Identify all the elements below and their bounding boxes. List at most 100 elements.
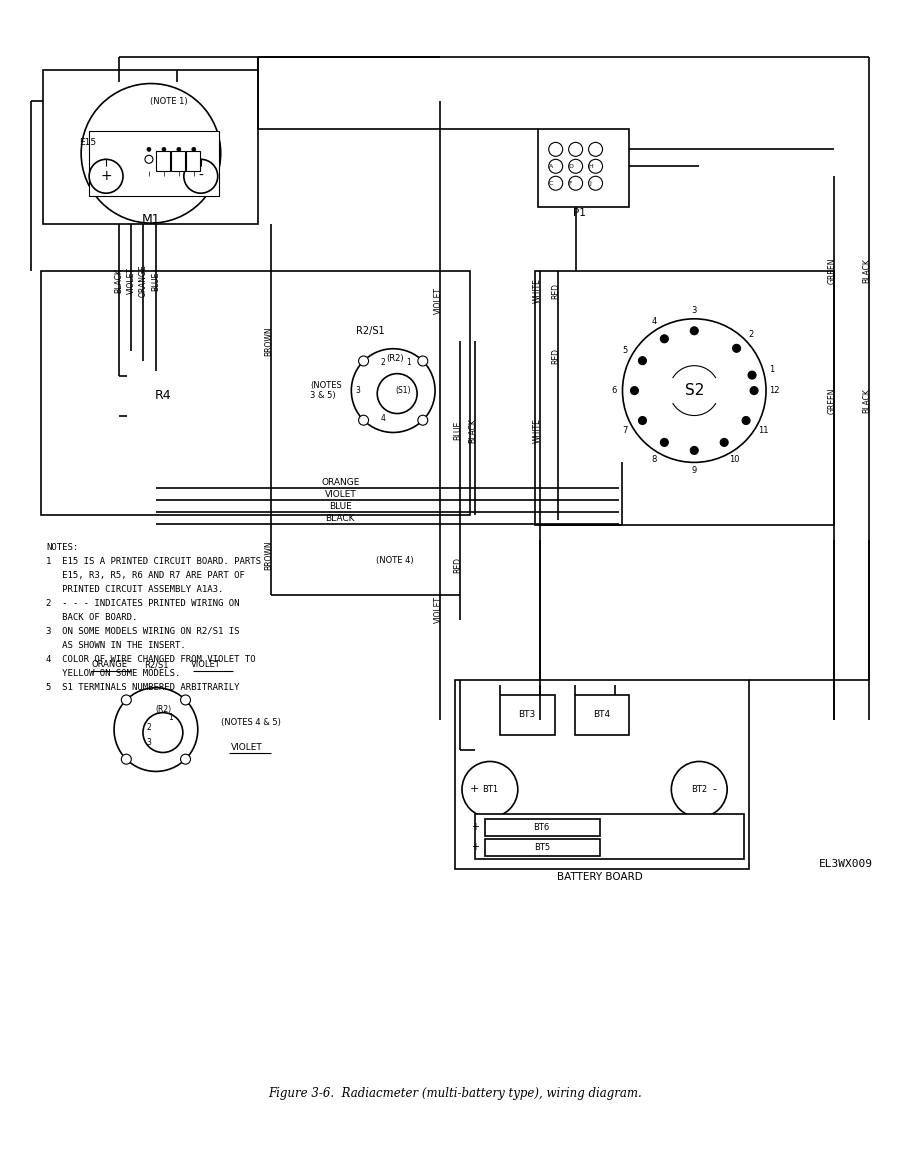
Text: VIOLET: VIOLET (230, 743, 262, 752)
Bar (537, 129, 630, 207)
Circle shape (589, 142, 602, 156)
Circle shape (359, 415, 369, 425)
Text: PRINTED CIRCUIT ASSEMBLY A1A3.: PRINTED CIRCUIT ASSEMBLY A1A3. (46, 585, 223, 595)
Text: RED: RED (551, 348, 560, 364)
Text: 4: 4 (651, 317, 657, 325)
Text: BLUE: BLUE (454, 421, 463, 441)
Text: BT3: BT3 (518, 710, 536, 719)
Text: BLACK: BLACK (862, 388, 871, 412)
Bar (500, 694, 555, 734)
Text: BLACK: BLACK (325, 513, 355, 523)
Text: F: F (568, 181, 572, 186)
Text: BACK OF BOARD.: BACK OF BOARD. (46, 613, 138, 622)
Text: 4  COLOR OF WIRE CHANGED FROM VIOLET TO: 4 COLOR OF WIRE CHANGED FROM VIOLET TO (46, 654, 256, 664)
Text: 1: 1 (169, 713, 173, 723)
Text: BT2: BT2 (691, 785, 707, 794)
Text: 3: 3 (147, 738, 151, 747)
Text: EL3WX009: EL3WX009 (819, 859, 873, 870)
Text: 2: 2 (147, 723, 151, 732)
Text: 3  ON SOME MODELS WIRING ON R2/S1 IS: 3 ON SOME MODELS WIRING ON R2/S1 IS (46, 627, 240, 636)
Text: Figure 3-6.  Radiacmeter (multi-battery type), wiring diagram.: Figure 3-6. Radiacmeter (multi-battery t… (268, 1087, 642, 1100)
Text: J: J (589, 181, 591, 186)
Text: 3: 3 (356, 387, 361, 395)
Bar (535, 271, 834, 525)
Circle shape (671, 761, 727, 818)
Circle shape (359, 356, 369, 365)
Text: VIOLET: VIOLET (191, 660, 220, 670)
Text: RED: RED (454, 557, 463, 573)
Circle shape (691, 446, 698, 455)
Text: S2: S2 (684, 383, 704, 398)
Text: BATTERY BOARD: BATTERY BOARD (557, 872, 642, 882)
Text: +: + (471, 842, 479, 852)
Text: (NOTES
3 & 5): (NOTES 3 & 5) (311, 381, 343, 401)
Text: ORANGE: ORANGE (322, 478, 360, 486)
Circle shape (548, 142, 563, 156)
Text: (NOTE 1): (NOTE 1) (150, 98, 188, 106)
Circle shape (145, 155, 153, 163)
Text: YELLOW ON SOME MODELS.: YELLOW ON SOME MODELS. (46, 669, 180, 678)
Text: H: H (589, 163, 593, 169)
Bar (485, 819, 599, 837)
Text: 1  E15 IS A PRINTED CIRCUIT BOARD. PARTS: 1 E15 IS A PRINTED CIRCUIT BOARD. PARTS (46, 557, 261, 566)
Text: 1: 1 (405, 358, 411, 368)
Text: (NOTE 4): (NOTE 4) (376, 556, 414, 564)
Text: 5  S1 TERMINALS NUMBERED ARBITRARILY: 5 S1 TERMINALS NUMBERED ARBITRARILY (46, 683, 240, 692)
Text: 11: 11 (758, 427, 769, 435)
Circle shape (377, 374, 417, 414)
Text: NOTES:: NOTES: (46, 543, 78, 552)
Circle shape (462, 761, 517, 818)
Circle shape (691, 327, 698, 335)
Circle shape (180, 754, 190, 764)
Text: BT5: BT5 (534, 842, 550, 852)
Text: 9: 9 (691, 465, 697, 475)
Text: 10: 10 (729, 455, 740, 464)
Text: RED: RED (551, 283, 560, 298)
Circle shape (589, 160, 602, 173)
Circle shape (622, 318, 766, 463)
Text: +: + (100, 169, 112, 183)
Circle shape (127, 410, 137, 421)
Circle shape (125, 357, 200, 434)
Circle shape (180, 694, 190, 705)
Circle shape (568, 142, 583, 156)
Circle shape (158, 429, 168, 438)
Text: -: - (712, 785, 716, 794)
Circle shape (748, 371, 756, 380)
Circle shape (352, 349, 435, 432)
Text: 7: 7 (622, 427, 628, 435)
Text: R4: R4 (155, 389, 171, 402)
Circle shape (177, 147, 181, 152)
Text: BLACK: BLACK (862, 258, 871, 283)
Circle shape (548, 176, 563, 190)
Circle shape (548, 160, 563, 173)
Text: (NOTES 4 & 5): (NOTES 4 & 5) (220, 718, 281, 727)
Text: D: D (568, 163, 573, 169)
Circle shape (89, 160, 123, 193)
Circle shape (568, 160, 583, 173)
Text: R2/S1: R2/S1 (356, 325, 384, 336)
Text: VIOLET: VIOLET (434, 288, 443, 315)
Text: ORANGE: ORANGE (138, 264, 148, 297)
Text: E15, R3, R5, R6 AND R7 ARE PART OF: E15, R3, R5, R6 AND R7 ARE PART OF (46, 571, 245, 580)
Text: GREEN: GREEN (827, 388, 836, 414)
Text: VIOLET: VIOLET (324, 490, 356, 498)
Circle shape (114, 687, 198, 772)
Text: ORANGE: ORANGE (91, 660, 128, 670)
Text: BT1: BT1 (482, 785, 498, 794)
Circle shape (721, 438, 728, 446)
Bar (41, 271, 470, 515)
Circle shape (568, 176, 583, 190)
Circle shape (162, 147, 166, 152)
Text: 2  - - - INDICATES PRINTED WIRING ON: 2 - - - INDICATES PRINTED WIRING ON (46, 599, 240, 607)
Bar (171, 152, 185, 172)
Circle shape (589, 176, 602, 190)
Text: VIOLET: VIOLET (434, 597, 443, 624)
Bar (575, 694, 630, 734)
Text: BLACK: BLACK (115, 269, 124, 294)
Text: BROWN: BROWN (264, 540, 273, 570)
Text: 3: 3 (691, 307, 697, 315)
Text: BT4: BT4 (593, 710, 610, 719)
Circle shape (418, 415, 428, 425)
Text: 12: 12 (769, 387, 779, 395)
